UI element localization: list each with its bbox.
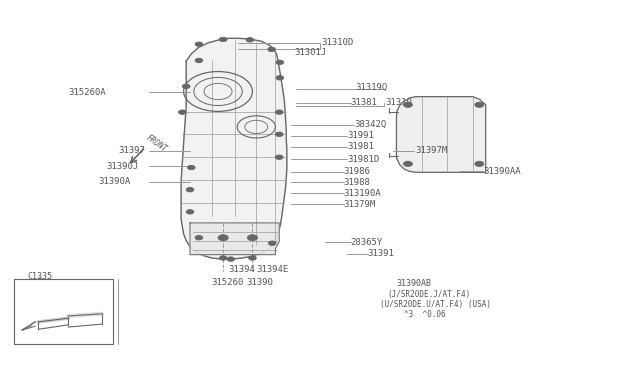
Circle shape: [195, 42, 203, 46]
Circle shape: [246, 38, 253, 42]
Text: 31394E: 31394E: [256, 264, 289, 273]
Text: 31310D: 31310D: [321, 38, 353, 47]
Text: 315260A: 315260A: [68, 88, 106, 97]
Text: 31397: 31397: [118, 146, 145, 155]
Bar: [14, 279, 113, 344]
Text: 31986: 31986: [344, 167, 371, 176]
Text: 31981: 31981: [348, 142, 374, 151]
Text: 31301J: 31301J: [294, 48, 327, 57]
Text: 31394: 31394: [228, 264, 255, 273]
Circle shape: [247, 235, 257, 241]
Circle shape: [276, 76, 284, 80]
Text: 31319Q: 31319Q: [356, 83, 388, 92]
Polygon shape: [396, 97, 486, 172]
Text: FRONT: FRONT: [144, 133, 168, 154]
Text: 38342Q: 38342Q: [355, 120, 387, 129]
Circle shape: [268, 47, 275, 52]
Text: (U/SR20DE.U/AT.F4) (USA): (U/SR20DE.U/AT.F4) (USA): [380, 300, 491, 310]
Text: 31390AA: 31390AA: [483, 167, 521, 176]
Circle shape: [248, 256, 256, 260]
Text: 31381: 31381: [351, 98, 378, 107]
Circle shape: [403, 102, 412, 108]
Circle shape: [475, 161, 484, 166]
Circle shape: [227, 257, 235, 261]
Circle shape: [268, 241, 276, 246]
Text: (J/SR20DE.J/AT.F4): (J/SR20DE.J/AT.F4): [387, 291, 470, 299]
Polygon shape: [181, 38, 287, 259]
Circle shape: [475, 102, 484, 108]
Text: 28365Y: 28365Y: [351, 238, 383, 247]
Circle shape: [220, 256, 227, 260]
Circle shape: [188, 165, 195, 170]
Text: 31391: 31391: [368, 250, 395, 259]
Text: 31379M: 31379M: [344, 200, 376, 209]
Text: 31397M: 31397M: [415, 146, 448, 155]
Text: 31310: 31310: [385, 98, 412, 107]
Circle shape: [186, 210, 194, 214]
Circle shape: [403, 161, 412, 166]
Text: 313190A: 313190A: [344, 189, 381, 198]
Text: 31991: 31991: [348, 131, 374, 140]
Circle shape: [195, 58, 203, 62]
Circle shape: [186, 187, 194, 192]
Text: 31988: 31988: [344, 178, 371, 187]
Text: 31390J: 31390J: [106, 161, 139, 170]
Circle shape: [275, 110, 283, 114]
Circle shape: [276, 60, 284, 64]
Circle shape: [218, 235, 228, 241]
Polygon shape: [190, 223, 279, 255]
Text: 31981D: 31981D: [348, 155, 380, 164]
Text: C1335: C1335: [27, 272, 52, 280]
Circle shape: [182, 84, 190, 89]
Text: 31390AB: 31390AB: [396, 279, 431, 288]
Circle shape: [195, 235, 203, 240]
Text: 31390A: 31390A: [99, 177, 131, 186]
Circle shape: [220, 37, 227, 42]
Circle shape: [179, 110, 186, 114]
Text: 315260: 315260: [212, 278, 244, 287]
Circle shape: [275, 132, 283, 137]
Circle shape: [275, 155, 283, 160]
Text: ^3  ^0.06: ^3 ^0.06: [404, 310, 445, 319]
Text: 31390: 31390: [246, 278, 273, 287]
